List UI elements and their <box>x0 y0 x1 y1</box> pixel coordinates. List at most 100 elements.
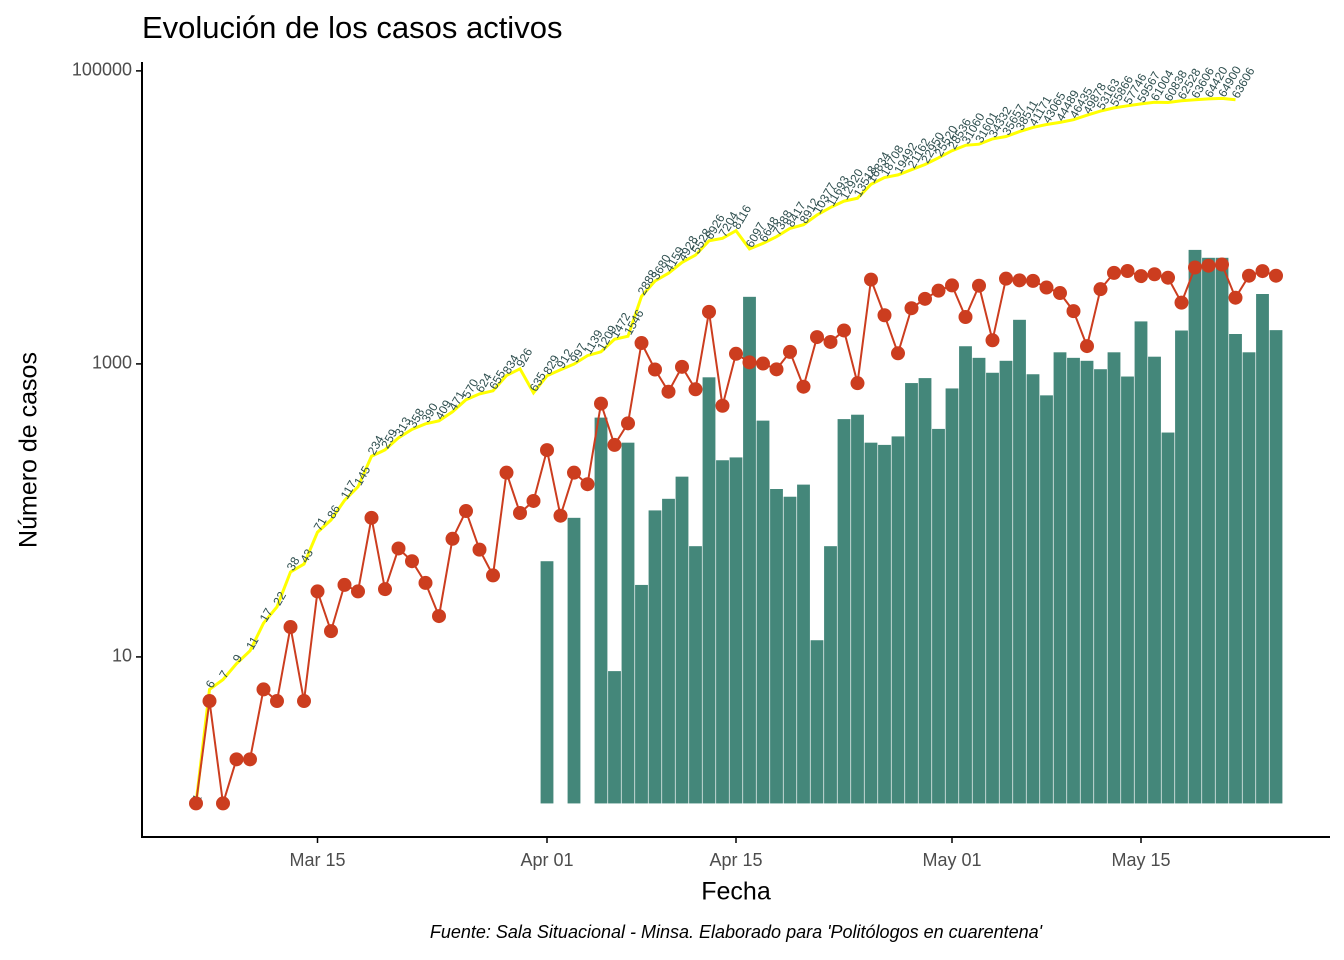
point <box>945 278 959 293</box>
point <box>1255 264 1270 279</box>
point <box>432 609 446 624</box>
bar <box>1161 432 1175 804</box>
point <box>1066 304 1081 319</box>
point <box>864 272 878 287</box>
bar <box>1013 319 1026 804</box>
bar <box>851 414 864 804</box>
point <box>742 355 757 370</box>
bar <box>1188 249 1202 804</box>
bar <box>1121 376 1134 804</box>
bar <box>770 489 783 804</box>
bar <box>621 442 635 804</box>
point <box>850 376 865 391</box>
bar <box>635 584 648 804</box>
point <box>580 477 595 492</box>
point <box>729 346 743 361</box>
x-tick-label: May 15 <box>1111 850 1170 870</box>
point <box>216 796 230 811</box>
point <box>621 416 635 431</box>
bar <box>864 442 878 804</box>
point <box>810 330 824 345</box>
bar <box>797 484 810 804</box>
bar <box>1148 356 1161 804</box>
bar <box>743 296 756 804</box>
point <box>1053 286 1067 301</box>
data-label: 17 <box>257 605 276 624</box>
y-tick-label: 1000 <box>92 353 132 373</box>
point <box>1188 260 1202 275</box>
bar <box>1067 357 1080 804</box>
bar <box>1269 330 1283 804</box>
point <box>1269 268 1283 283</box>
point <box>648 362 662 377</box>
point <box>634 336 649 351</box>
point <box>1228 290 1243 305</box>
point <box>756 356 770 371</box>
x-tick-label: Mar 15 <box>289 850 345 870</box>
point <box>796 379 811 394</box>
data-label: 9 <box>230 652 246 665</box>
point <box>904 301 919 316</box>
bar <box>1040 395 1053 804</box>
point <box>405 554 419 569</box>
y-tick-label: 10 <box>112 646 132 666</box>
point <box>931 283 946 298</box>
point <box>1093 282 1108 297</box>
point <box>1174 295 1189 310</box>
point <box>526 493 541 508</box>
bar <box>972 357 986 804</box>
bar <box>959 346 972 804</box>
data-label: 22 <box>270 589 289 608</box>
bar <box>810 640 824 804</box>
point <box>378 582 392 597</box>
bar <box>824 546 837 804</box>
point <box>702 304 716 319</box>
point <box>1242 268 1256 283</box>
point <box>661 384 676 399</box>
point <box>1134 269 1148 284</box>
bar <box>837 419 851 804</box>
bar <box>1175 330 1188 804</box>
bar <box>567 517 581 804</box>
bar <box>1080 360 1094 804</box>
point <box>472 542 487 557</box>
point <box>1161 270 1175 285</box>
point <box>1039 280 1054 295</box>
data-label: 11 <box>243 634 262 652</box>
point <box>310 584 325 599</box>
point <box>553 508 568 523</box>
point <box>688 382 703 397</box>
bar <box>540 561 554 804</box>
bar <box>662 498 675 804</box>
point <box>877 308 892 323</box>
caption: Fuente: Sala Situacional - Minsa. Elabor… <box>430 922 1043 942</box>
bar <box>1242 352 1256 804</box>
bar <box>1094 369 1107 804</box>
point <box>459 504 473 519</box>
point <box>837 323 851 338</box>
data-label: 71 <box>311 514 330 533</box>
point <box>607 437 622 452</box>
point <box>351 584 365 599</box>
point <box>270 694 284 709</box>
chart-title: Evolución de los casos activos <box>142 10 562 45</box>
point <box>189 796 203 811</box>
point <box>918 291 932 306</box>
point <box>1215 257 1229 272</box>
bar <box>675 476 689 804</box>
point <box>958 310 973 325</box>
point <box>445 531 460 546</box>
point <box>243 752 257 767</box>
point <box>769 362 784 377</box>
point <box>1080 339 1094 354</box>
point <box>567 465 581 480</box>
bar <box>716 460 729 804</box>
point <box>1120 263 1135 278</box>
bar <box>905 383 918 804</box>
bar <box>918 378 932 804</box>
point <box>675 359 689 374</box>
bar <box>702 377 716 804</box>
line <box>194 96 1236 804</box>
x-tick-label: Apr 01 <box>520 850 573 870</box>
